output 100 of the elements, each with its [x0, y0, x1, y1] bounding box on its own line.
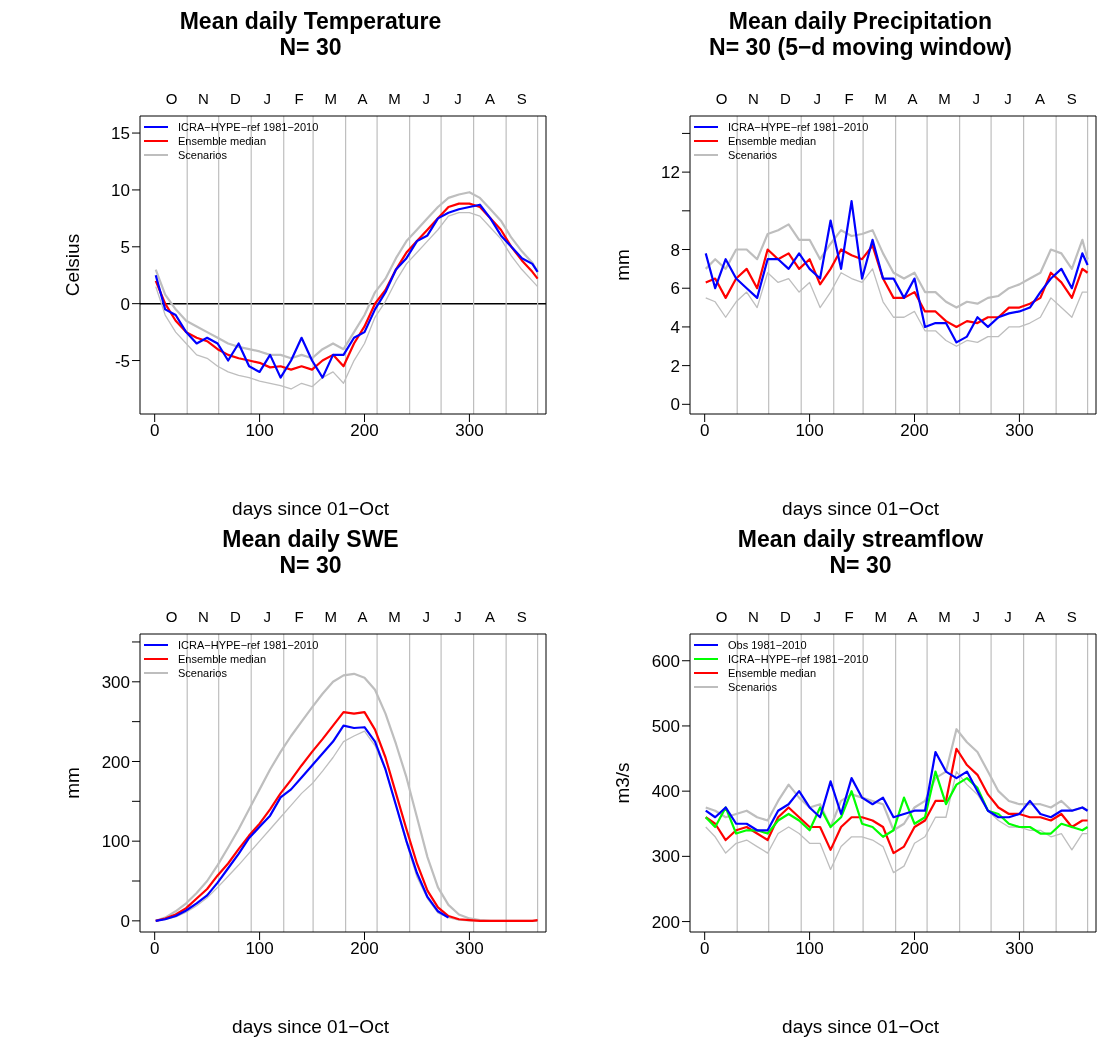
text: M — [387, 608, 402, 625]
x-tick-label: 300 — [455, 421, 484, 441]
text: A — [483, 608, 496, 625]
x-tick-label: 200 — [350, 421, 379, 441]
text: J — [1003, 608, 1013, 625]
text: A — [1033, 608, 1046, 625]
text: J — [262, 90, 272, 107]
x-axis-title: days since 01−Oct — [781, 1016, 940, 1038]
y-tick-label: 10 — [111, 180, 130, 200]
text: J — [262, 608, 272, 625]
x-tick-label: 300 — [1005, 421, 1034, 441]
text: M — [937, 90, 952, 107]
text: O — [164, 90, 179, 107]
text: A — [356, 608, 369, 625]
x-tick-label: 0 — [699, 421, 710, 441]
legend-label: Ensemble median — [728, 134, 817, 148]
text: A — [906, 90, 919, 107]
x-tick-label: 300 — [1005, 939, 1034, 959]
x-tick-label: 100 — [795, 939, 824, 959]
text: N — [747, 90, 760, 107]
y-tick-label: 0 — [120, 911, 130, 931]
text: A — [483, 90, 496, 107]
x-tick-label: 200 — [350, 939, 379, 959]
y-tick-label: 5 — [120, 237, 130, 257]
y-tick-label: 4 — [670, 317, 680, 337]
text: M — [323, 608, 339, 625]
legend-label: Ensemble median — [178, 134, 267, 148]
text: M — [937, 608, 952, 625]
text: J — [812, 90, 822, 107]
text: F — [293, 90, 305, 107]
x-tick-label: 100 — [245, 421, 274, 441]
text: J — [971, 608, 981, 625]
x-axis-title: days since 01−Oct — [231, 1016, 390, 1038]
y-tick-label: 600 — [651, 651, 680, 671]
text: M — [873, 608, 889, 625]
y-tick-label: 100 — [101, 832, 130, 852]
x-axis-title: days since 01−Oct — [231, 498, 390, 520]
text: D — [778, 608, 792, 625]
y-tick-label: 400 — [651, 782, 680, 802]
text: J — [453, 90, 463, 107]
x-tick-label: 0 — [699, 939, 710, 959]
x-tick-label: 0 — [149, 939, 160, 959]
y-tick-label: 200 — [651, 912, 680, 932]
y-tick-label: 8 — [670, 240, 680, 260]
legend-label: Scenarios — [728, 680, 777, 694]
y-tick-label: 6 — [670, 279, 680, 299]
legend-label: ICRA−HYPE−ref 1981−2010 — [728, 652, 869, 666]
y-axis-title: Celsius — [61, 233, 83, 297]
y-tick-label: -5 — [114, 351, 130, 371]
y-axis-title: mm — [611, 249, 633, 281]
x-tick-label: 200 — [900, 421, 929, 441]
y-tick-label: 0 — [120, 294, 130, 314]
text: D — [228, 90, 242, 107]
legend-label: Scenarios — [178, 148, 227, 162]
x-tick-label: 300 — [455, 939, 484, 959]
text: A — [356, 90, 369, 107]
y-tick-label: 300 — [651, 847, 680, 867]
legend-label: Ensemble median — [178, 652, 267, 666]
text: O — [714, 608, 729, 625]
text: M — [323, 90, 339, 107]
y-axis-title: m3/s — [611, 762, 633, 804]
text: A — [1033, 90, 1046, 107]
text: J — [453, 608, 463, 625]
y-tick-label: 2 — [670, 356, 680, 376]
text: J — [421, 608, 431, 625]
legend-label: Obs 1981−2010 — [728, 638, 807, 652]
text: F — [843, 90, 855, 107]
legend-label: Ensemble median — [728, 666, 817, 680]
text: J — [971, 90, 981, 107]
text: F — [843, 608, 855, 625]
text: J — [421, 90, 431, 107]
y-tick-label: 0 — [670, 395, 680, 415]
text: S — [1065, 90, 1078, 107]
chart-title: Mean daily streamflow N= 30 — [736, 526, 985, 578]
x-tick-label: 200 — [900, 939, 929, 959]
text: A — [906, 608, 919, 625]
x-tick-label: 100 — [245, 939, 274, 959]
chart-title: Mean daily Temperature N= 30 — [178, 8, 443, 60]
text: N — [197, 90, 210, 107]
y-tick-label: 200 — [101, 752, 130, 772]
y-tick-label: 15 — [111, 124, 130, 144]
y-tick-label: 12 — [661, 163, 680, 183]
text: M — [873, 90, 889, 107]
text: S — [1065, 608, 1078, 625]
legend-label: ICRA−HYPE−ref 1981−2010 — [178, 120, 319, 134]
legend-label: ICRA−HYPE−ref 1981−2010 — [178, 638, 319, 652]
text: J — [812, 608, 822, 625]
text: S — [515, 608, 528, 625]
chart-title: Mean daily SWE N= 30 — [221, 526, 400, 578]
text: M — [387, 90, 402, 107]
text: F — [293, 608, 305, 625]
text: N — [747, 608, 760, 625]
legend-label: Scenarios — [728, 148, 777, 162]
y-axis-title: mm — [61, 767, 83, 799]
x-tick-label: 0 — [149, 421, 160, 441]
text: O — [714, 90, 729, 107]
text: J — [1003, 90, 1013, 107]
y-tick-label: 500 — [651, 716, 680, 736]
x-axis-title: days since 01−Oct — [781, 498, 940, 520]
text: N — [197, 608, 210, 625]
